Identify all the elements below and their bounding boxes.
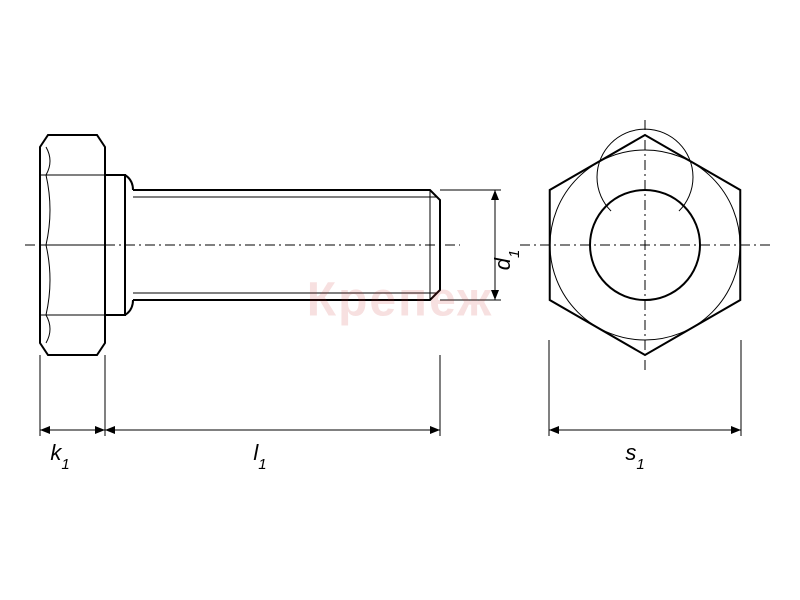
svg-text:s1: s1 bbox=[625, 440, 644, 473]
svg-text:l1: l1 bbox=[253, 440, 266, 473]
svg-text:k1: k1 bbox=[50, 440, 69, 473]
bolt-technical-drawing: k1l1d1s1 bbox=[0, 0, 800, 600]
